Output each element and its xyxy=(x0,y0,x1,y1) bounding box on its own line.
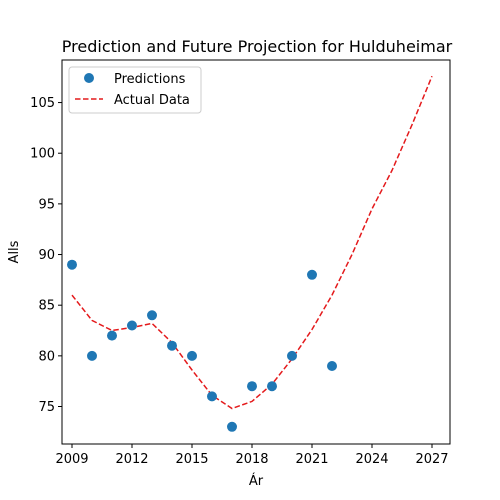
y-axis: 75 80 85 90 95 100 105 xyxy=(30,96,62,415)
chart-title: Prediction and Future Projection for Hul… xyxy=(62,37,453,56)
scatter-point xyxy=(267,381,277,392)
legend-label-predictions: Predictions xyxy=(114,72,186,87)
x-axis: 2009 2012 2015 2018 2021 2024 2027 xyxy=(55,444,449,467)
y-axis-label: Alls xyxy=(7,240,22,263)
legend-box xyxy=(68,66,202,114)
scatter-point xyxy=(227,421,237,432)
legend-marker-predictions xyxy=(84,73,94,83)
x-tick-label: 2024 xyxy=(355,452,388,467)
scatter-point xyxy=(327,361,337,371)
y-tick-label: 80 xyxy=(38,349,55,364)
x-tick-label: 2015 xyxy=(175,452,208,467)
scatter-point xyxy=(167,340,177,351)
y-tick-label: 75 xyxy=(38,400,55,415)
scatter-point xyxy=(287,350,297,361)
x-tick-label: 2018 xyxy=(235,452,268,467)
legend: Predictions Actual Data xyxy=(68,66,202,114)
scatter-point xyxy=(187,350,197,361)
scatter-point xyxy=(67,259,77,270)
y-tick-label: 105 xyxy=(30,96,55,111)
scatter-point xyxy=(127,320,137,331)
plot-frame xyxy=(61,59,451,445)
legend-label-actual-data: Actual Data xyxy=(114,93,190,108)
y-tick-label: 100 xyxy=(30,147,55,162)
scatter-point xyxy=(307,269,317,280)
plot-area xyxy=(67,75,433,432)
y-tick-label: 90 xyxy=(38,248,55,263)
scatter-point xyxy=(207,391,217,402)
y-tick-label: 85 xyxy=(38,299,55,314)
scatter-point xyxy=(107,330,117,341)
x-tick-label: 2021 xyxy=(295,452,328,467)
series-line-actual-data xyxy=(71,75,433,410)
x-tick-label: 2012 xyxy=(115,452,148,467)
x-tick-label: 2027 xyxy=(415,452,448,467)
x-axis-label: Ár xyxy=(249,473,264,489)
scatter-point xyxy=(87,350,97,361)
scatter-point xyxy=(247,381,257,392)
y-tick-label: 95 xyxy=(38,197,55,212)
scatter-point xyxy=(147,310,157,321)
x-tick-label: 2009 xyxy=(55,452,88,467)
